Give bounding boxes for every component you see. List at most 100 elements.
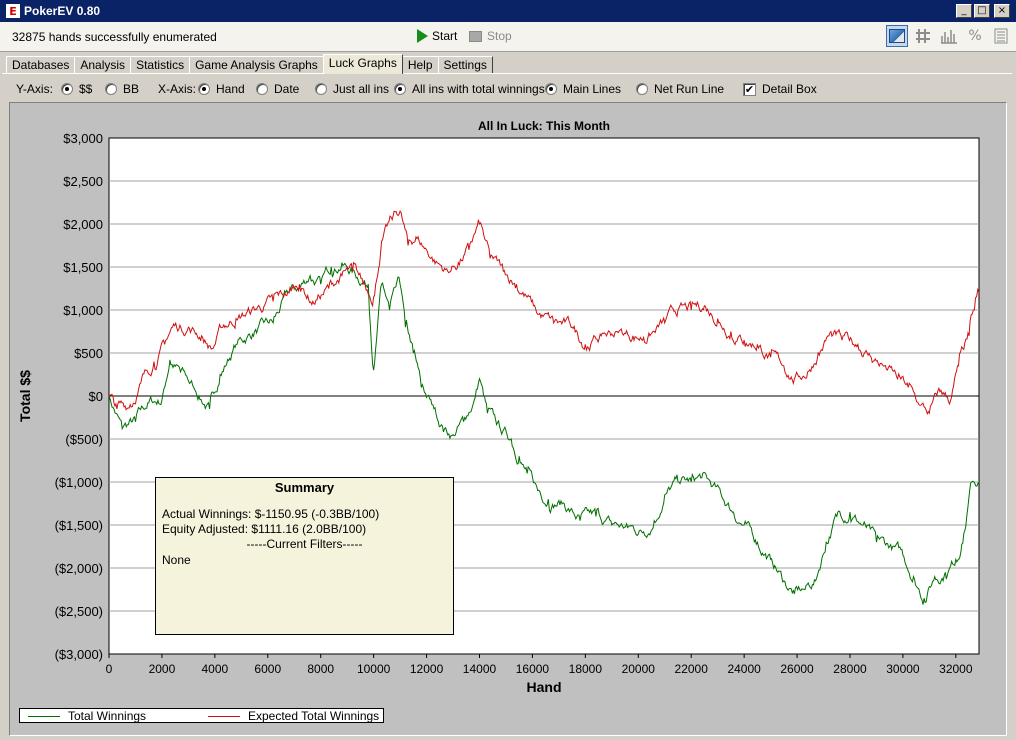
- legend-item-total-winnings: Total Winnings: [28, 709, 146, 723]
- summary-detail-box: Summary Actual Winnings: $-1150.95 (-0.3…: [155, 477, 454, 635]
- luck-chart: ($3,000) ($2,500) ($2,000) ($1,500) ($1,000)…: [17, 119, 980, 695]
- radio-date-label: Date: [274, 82, 300, 96]
- x-tick-label: 4000: [202, 662, 229, 676]
- legend-item-expected-total-winnings: Expected Total Winnings: [208, 709, 379, 723]
- graph-options: Y-Axis: $$ BB X-Axis: Hand Date Just all…: [0, 80, 1016, 100]
- summary-filters-header: -----Current Filters-----: [246, 537, 363, 551]
- tab-game-analysis-graphs[interactable]: Game Analysis Graphs: [189, 56, 324, 74]
- radio-dollars[interactable]: [61, 83, 73, 95]
- y-tick-label: $1,500: [63, 260, 103, 275]
- y-tick-label: ($500): [65, 432, 103, 447]
- net-run-line-radio[interactable]: Net Run Line: [636, 80, 724, 98]
- x-tick-label: 0: [106, 662, 113, 676]
- legend-label-expected-total-winnings: Expected Total Winnings: [248, 709, 380, 723]
- detail-box-checkbox[interactable]: ✔ Detail Box: [743, 80, 817, 98]
- window-controls: _ □ ×: [956, 4, 1010, 18]
- just-all-ins-radio[interactable]: Just all ins: [315, 80, 389, 98]
- start-label: Start: [432, 29, 458, 43]
- tab-bar: Databases Analysis Statistics Game Analy…: [6, 54, 493, 74]
- bar-chart-icon[interactable]: [938, 25, 960, 47]
- start-button[interactable]: Start: [417, 29, 457, 43]
- x-tick-label: 28000: [833, 662, 867, 676]
- y-axis-label: Y-Axis:: [16, 82, 53, 96]
- y-tick-label: $500: [74, 346, 103, 361]
- tab-settings[interactable]: Settings: [437, 56, 493, 74]
- graph-view-icon[interactable]: [886, 25, 908, 47]
- radio-just-all-ins-label: Just all ins: [333, 82, 390, 96]
- stop-button[interactable]: Stop: [469, 29, 512, 43]
- status-text: 32875 hands successfully enumerated: [12, 30, 217, 44]
- x-tick-label: 22000: [675, 662, 709, 676]
- series-line-expected-total-winnings: [108, 210, 980, 416]
- legend-swatch-expected-total-winnings: [208, 715, 240, 717]
- x-tick-label: 8000: [307, 662, 334, 676]
- title-bar: E PokerEV 0.80 _ □ ×: [0, 0, 1016, 22]
- main-lines-radio[interactable]: Main Lines: [545, 80, 621, 98]
- x-tick-label: 32000: [939, 662, 973, 676]
- stop-label: Stop: [487, 29, 512, 43]
- x-tick-label: 2000: [149, 662, 176, 676]
- y-tick-label: $2,000: [63, 217, 103, 232]
- radio-dollars-label: $$: [79, 82, 93, 96]
- tab-luck-graphs[interactable]: Luck Graphs: [322, 54, 403, 74]
- x-tick-label: 6000: [254, 662, 281, 676]
- tab-statistics[interactable]: Statistics: [130, 56, 191, 74]
- stop-icon: [469, 30, 482, 42]
- y-tick-label: ($1,500): [55, 518, 103, 533]
- chart-panel: ($3,000) ($2,500) ($2,000) ($1,500) ($1,000)…: [9, 102, 1007, 736]
- report-icon[interactable]: [990, 25, 1012, 47]
- y-tick-label: $2,500: [63, 174, 103, 189]
- summary-filters-value: None: [162, 553, 191, 567]
- detail-box-check[interactable]: ✔: [743, 82, 756, 96]
- radio-hand[interactable]: [198, 83, 210, 95]
- x-axis-hand-radio[interactable]: Hand: [198, 80, 245, 98]
- tab-help[interactable]: Help: [401, 56, 439, 74]
- y-tick-label: ($2,500): [55, 604, 103, 619]
- x-tick-label: 24000: [727, 662, 761, 676]
- y-tick-label: $0: [89, 389, 103, 404]
- toolbar: 32875 hands successfully enumerated Star…: [0, 22, 1016, 52]
- app-icon: E: [6, 4, 20, 18]
- tab-databases[interactable]: Databases: [6, 56, 76, 74]
- x-axis-title: Hand: [527, 679, 562, 695]
- y-tick-label: ($1,000): [55, 475, 103, 490]
- grid-icon[interactable]: [912, 25, 934, 47]
- y-axis-bb-radio[interactable]: BB: [105, 80, 139, 98]
- x-tick-label: 20000: [622, 662, 656, 676]
- radio-bb[interactable]: [105, 83, 117, 95]
- tab-analysis[interactable]: Analysis: [74, 56, 132, 74]
- minimize-button[interactable]: _: [956, 4, 972, 18]
- x-tick-label: 12000: [410, 662, 444, 676]
- y-axis-title: Total $$: [17, 370, 33, 422]
- all-ins-total-radio[interactable]: All ins with total winnings: [394, 80, 545, 98]
- x-tick-label: 10000: [357, 662, 391, 676]
- radio-all-ins-total-label: All ins with total winnings: [412, 82, 545, 96]
- radio-just-all-ins[interactable]: [315, 83, 327, 95]
- radio-bb-label: BB: [123, 82, 140, 96]
- summary-equity-adjusted: Equity Adjusted: $1111.16 (2.0BB/100): [162, 522, 367, 536]
- y-tick-label: $1,000: [63, 303, 103, 318]
- x-tick-label: 16000: [516, 662, 550, 676]
- radio-net-run-line[interactable]: [636, 83, 648, 95]
- radio-hand-label: Hand: [216, 82, 245, 96]
- legend-label-total-winnings: Total Winnings: [68, 709, 147, 723]
- radio-main-lines[interactable]: [545, 83, 557, 95]
- view-toggle-group: %: [886, 25, 1012, 47]
- x-axis-label: X-Axis:: [158, 82, 197, 96]
- detail-box-label: Detail Box: [762, 82, 817, 96]
- window-title: PokerEV 0.80: [24, 4, 101, 18]
- radio-net-run-line-label: Net Run Line: [654, 82, 725, 96]
- x-tick-label: 30000: [886, 662, 920, 676]
- summary-title: Summary: [274, 480, 335, 495]
- tab-panel-border: [2, 73, 1012, 74]
- chart-title: All In Luck: This Month: [478, 119, 610, 133]
- radio-date[interactable]: [256, 83, 268, 95]
- close-button[interactable]: ×: [994, 4, 1010, 18]
- chart-legend: Total Winnings Expected Total Winnings: [19, 708, 384, 723]
- percent-icon[interactable]: %: [968, 28, 982, 44]
- y-axis-dollars-radio[interactable]: $$: [61, 80, 92, 98]
- x-tick-label: 26000: [780, 662, 814, 676]
- maximize-button[interactable]: □: [974, 4, 990, 18]
- x-axis-date-radio[interactable]: Date: [256, 80, 299, 98]
- radio-all-ins-total[interactable]: [394, 83, 406, 95]
